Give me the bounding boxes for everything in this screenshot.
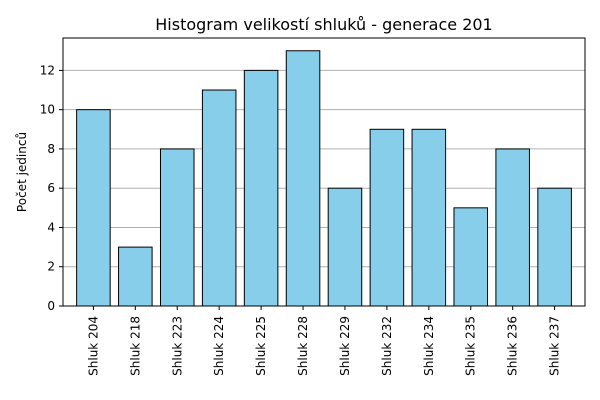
bar (201, 89, 237, 307)
y-axis: 0 2 4 6 8 10 12 (40, 63, 63, 313)
bar (243, 69, 279, 307)
x-tick-label: Shluk 225 (254, 316, 268, 376)
bar (411, 128, 447, 307)
x-tick-label: Shluk 237 (548, 316, 562, 376)
x-tick-label: Shluk 228 (296, 316, 310, 376)
bar (495, 148, 530, 307)
x-axis: Shluk 204 Shluk 218 Shluk 223 Shluk 224 Shlu… (86, 306, 562, 376)
y-tick-label: 12 (40, 63, 55, 77)
bar-layer (76, 50, 572, 307)
y-tick-label: 2 (47, 260, 55, 274)
x-tick-label: Shluk 235 (464, 316, 478, 376)
y-tick-label: 8 (47, 142, 55, 156)
bar (118, 246, 153, 307)
y-tick-label: 0 (47, 299, 55, 313)
y-tick-label: 10 (40, 103, 55, 117)
bar (76, 109, 111, 307)
y-axis-label: Počet jedinců (15, 132, 29, 212)
x-tick-label: Shluk 223 (170, 316, 184, 376)
bar (159, 148, 195, 307)
x-tick-label: Shluk 204 (86, 316, 100, 376)
bar (327, 187, 363, 307)
y-tick-label: 4 (47, 220, 55, 234)
x-tick-label: Shluk 236 (506, 316, 520, 376)
x-tick-label: Shluk 234 (422, 316, 436, 376)
plot-frame (62, 37, 586, 307)
x-tick-label: Shluk 218 (128, 316, 142, 376)
bar (537, 187, 572, 307)
x-tick-label: Shluk 229 (338, 316, 352, 376)
bar (369, 128, 405, 307)
x-tick-label: Shluk 232 (380, 316, 394, 376)
bar (453, 207, 489, 307)
bar (285, 50, 321, 307)
chart-title: Histogram velikostí shluků - generace 20… (155, 15, 492, 34)
x-tick-label: Shluk 224 (212, 316, 226, 376)
y-tick-label: 6 (47, 181, 55, 195)
